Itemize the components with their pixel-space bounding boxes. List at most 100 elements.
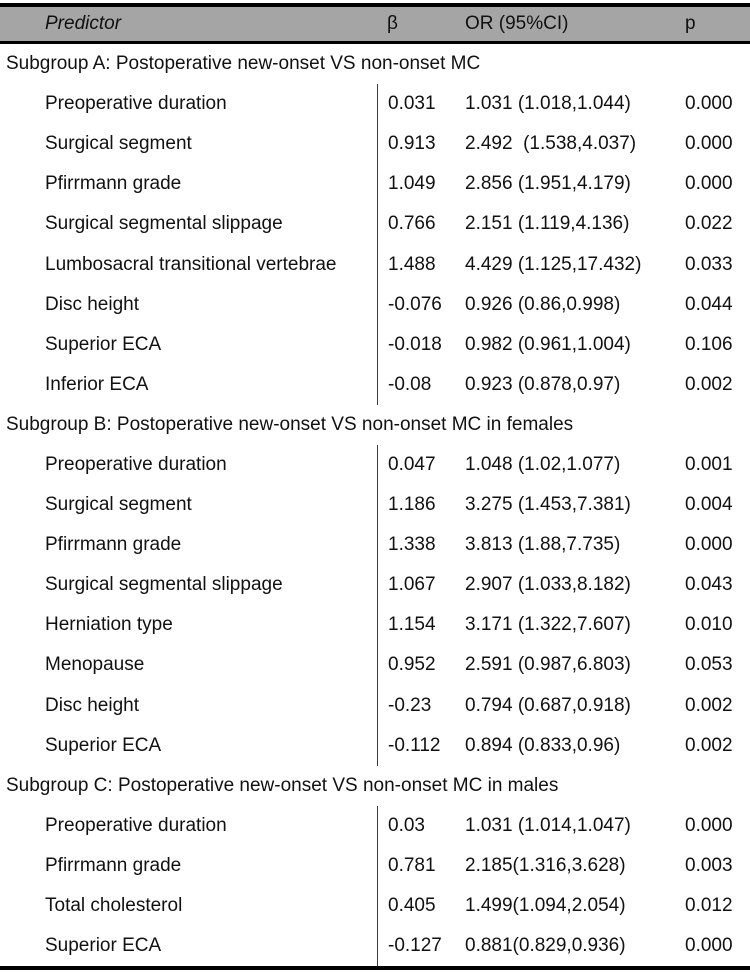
table-row: Surgical segment 0.913 2.492 (1.538,4.03… [0, 124, 750, 165]
p-value-cell: 0.010 [685, 614, 733, 636]
table-row: Pfirrmann grade 0.781 2.185(1.316,3.628)… [0, 845, 750, 886]
table-row: Preoperative duration 0.03 1.031 (1.014,… [0, 805, 750, 846]
or-ci-value-cell: 1.031 (1.018,1.044) [465, 93, 631, 115]
beta-value-cell: 0.913 [377, 124, 463, 165]
subgroup-section: Subgroup A: Postoperative new-onset VS n… [0, 44, 750, 405]
table-row: Surgical segmental slippage 1.067 2.907 … [0, 565, 750, 606]
p-value-cell: 0.002 [685, 373, 733, 395]
subgroup-section: Subgroup C: Postoperative new-onset VS n… [0, 766, 750, 967]
beta-value-cell: 0.952 [377, 645, 463, 686]
or-ci-value-cell: 3.275 (1.453,7.381) [465, 494, 631, 516]
predictor-cell: Superior ECA [45, 734, 162, 756]
column-header-p: p [685, 13, 696, 34]
beta-value-cell: 0.766 [377, 204, 463, 245]
regression-results-table: Predictor β OR (95%CI) p Subgroup A: Pos… [0, 3, 750, 971]
predictor-cell: Herniation type [45, 614, 173, 636]
table-row: Superior ECA -0.018 0.982 (0.961,1.004) … [0, 324, 750, 365]
predictor-cell: Preoperative duration [45, 814, 227, 836]
p-value-cell: 0.022 [685, 213, 733, 235]
or-ci-value-cell: 0.794 (0.687,0.918) [465, 694, 631, 716]
p-value-cell: 0.002 [685, 694, 733, 716]
or-ci-value-cell: 3.171 (1.322,7.607) [465, 614, 631, 636]
predictor-cell: Lumbosacral transitional vertebrae [45, 253, 337, 275]
or-ci-value-cell: 2.856 (1.951,4.179) [465, 173, 631, 195]
beta-value-cell: -0.127 [377, 926, 463, 967]
beta-value-cell: 1.154 [377, 605, 463, 646]
p-value-cell: 0.043 [685, 574, 733, 596]
or-ci-value-cell: 1.031 (1.014,1.047) [465, 814, 631, 836]
or-ci-value-cell: 2.185(1.316,3.628) [465, 854, 626, 876]
subgroup-title: Subgroup A: Postoperative new-onset VS n… [6, 53, 481, 75]
or-ci-value-cell: 1.048 (1.02,1.077) [465, 453, 621, 475]
p-value-cell: 0.000 [685, 814, 733, 836]
or-ci-value-cell: 4.429 (1.125,17.432) [465, 253, 642, 275]
table-row: Pfirrmann grade 1.338 3.813 (1.88,7.735)… [0, 525, 750, 566]
predictor-cell: Disc height [45, 293, 139, 315]
beta-value-cell: 0.405 [377, 885, 463, 927]
subgroup-rows: Preoperative duration 0.03 1.031 (1.014,… [0, 805, 750, 967]
beta-value-cell: 1.049 [377, 164, 463, 205]
table-header-row: Predictor β OR (95%CI) p [0, 7, 750, 44]
p-value-cell: 0.000 [685, 935, 733, 957]
table-row: Surgical segment 1.186 3.275 (1.453,7.38… [0, 485, 750, 526]
predictor-cell: Superior ECA [45, 333, 162, 355]
p-value-cell: 0.000 [685, 534, 733, 556]
predictor-cell: Pfirrmann grade [45, 854, 182, 876]
subgroup-title: Subgroup C: Postoperative new-onset VS n… [6, 774, 559, 796]
table-row: Disc height -0.076 0.926 (0.86,0.998) 0.… [0, 284, 750, 325]
predictor-cell: Menopause [45, 654, 145, 676]
p-value-cell: 0.000 [685, 93, 733, 115]
or-ci-value-cell: 2.907 (1.033,8.182) [465, 574, 631, 596]
predictor-cell: Pfirrmann grade [45, 534, 182, 556]
table-row: Disc height -0.23 0.794 (0.687,0.918) 0.… [0, 685, 750, 726]
subgroup-rows: Preoperative duration 0.031 1.031 (1.018… [0, 84, 750, 405]
predictor-cell: Disc height [45, 694, 139, 716]
beta-value-cell: -0.076 [377, 284, 463, 325]
beta-value-cell: 1.186 [377, 485, 463, 526]
beta-value-cell: 0.047 [377, 444, 463, 486]
p-value-cell: 0.000 [685, 173, 733, 195]
predictor-cell: Surgical segment [45, 133, 192, 155]
table-row: Total cholesterol 0.405 1.499(1.094,2.05… [0, 885, 750, 927]
beta-value-cell: -0.23 [377, 685, 463, 726]
column-header-or-ci: OR (95%CI) [465, 13, 569, 34]
subgroup-title: Subgroup B: Postoperative new-onset VS n… [6, 413, 574, 435]
beta-value-cell: -0.08 [377, 364, 463, 405]
p-value-cell: 0.000 [685, 133, 733, 155]
column-header-beta: β [387, 13, 398, 34]
or-ci-value-cell: 2.591 (0.987,6.803) [465, 654, 631, 676]
p-value-cell: 0.033 [685, 253, 733, 275]
table-row: Surgical segmental slippage 0.766 2.151 … [0, 204, 750, 245]
or-ci-value-cell: 3.813 (1.88,7.735) [465, 534, 621, 556]
subgroup-rows: Preoperative duration 0.047 1.048 (1.02,… [0, 444, 750, 766]
p-value-cell: 0.002 [685, 734, 733, 756]
beta-value-cell: 0.03 [377, 805, 463, 846]
beta-value-cell: -0.112 [377, 725, 463, 766]
beta-value-cell: 1.067 [377, 565, 463, 606]
or-ci-value-cell: 2.151 (1.119,4.136) [465, 213, 630, 235]
or-ci-value-cell: 1.499(1.094,2.054) [465, 895, 626, 917]
table-row: Menopause 0.952 2.591 (0.987,6.803) 0.05… [0, 645, 750, 686]
table-row: Superior ECA -0.127 0.881(0.829,0.936) 0… [0, 926, 750, 967]
p-value-cell: 0.044 [685, 293, 733, 315]
predictor-cell: Surgical segment [45, 494, 192, 516]
predictor-cell: Preoperative duration [45, 453, 227, 475]
beta-value-cell: 0.031 [377, 84, 463, 125]
predictor-cell: Inferior ECA [45, 373, 149, 395]
table-row: Herniation type 1.154 3.171 (1.322,7.607… [0, 605, 750, 646]
table-row: Superior ECA -0.112 0.894 (0.833,0.96) 0… [0, 725, 750, 766]
or-ci-value-cell: 0.926 (0.86,0.998) [465, 293, 621, 315]
subgroup-section: Subgroup B: Postoperative new-onset VS n… [0, 405, 750, 766]
predictor-cell: Surgical segmental slippage [45, 213, 283, 235]
column-header-predictor: Predictor [45, 13, 122, 34]
table-row: Lumbosacral transitional vertebrae 1.488… [0, 244, 750, 285]
table-row: Preoperative duration 0.031 1.031 (1.018… [0, 84, 750, 125]
table-body: Subgroup A: Postoperative new-onset VS n… [0, 44, 750, 967]
p-value-cell: 0.053 [685, 654, 733, 676]
p-value-cell: 0.001 [685, 453, 733, 475]
beta-value-cell: 1.338 [377, 525, 463, 566]
predictor-cell: Pfirrmann grade [45, 173, 182, 195]
or-ci-value-cell: 2.492 (1.538,4.037) [465, 133, 637, 155]
predictor-cell: Surgical segmental slippage [45, 574, 283, 596]
or-ci-value-cell: 0.923 (0.878,0.97) [465, 373, 621, 395]
